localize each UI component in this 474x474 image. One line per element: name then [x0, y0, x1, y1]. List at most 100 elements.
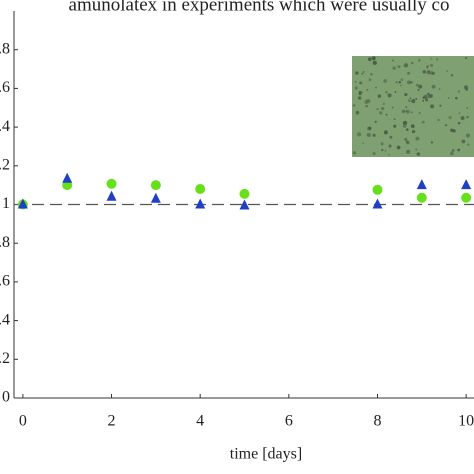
- speck: [418, 112, 421, 114]
- speck: [409, 97, 412, 100]
- speck: [426, 66, 429, 69]
- speck: [396, 145, 401, 150]
- triangle-marker: [416, 179, 427, 190]
- inset-micrograph: [352, 56, 474, 157]
- speck: [426, 70, 431, 75]
- speck: [417, 89, 420, 92]
- speck: [451, 149, 455, 152]
- speck: [401, 109, 406, 114]
- speck: [382, 103, 385, 105]
- speck: [356, 132, 362, 137]
- speck: [466, 107, 469, 109]
- speck: [354, 86, 358, 90]
- speck: [379, 111, 383, 115]
- speck: [355, 71, 359, 75]
- circle-marker: [372, 184, 383, 195]
- speck: [426, 94, 431, 99]
- speck: [397, 65, 401, 69]
- speck: [450, 128, 455, 133]
- y-tick-label: 0.6: [0, 273, 10, 290]
- x-tick-label: 0: [19, 413, 27, 430]
- speck: [393, 124, 397, 128]
- speck: [400, 78, 404, 81]
- speck: [402, 120, 408, 126]
- speck: [447, 97, 450, 99]
- circle-marker: [106, 178, 117, 189]
- speck: [457, 121, 461, 125]
- speck: [368, 78, 372, 82]
- speck: [457, 90, 460, 93]
- y-tick-label: 1.4: [0, 118, 10, 135]
- speck: [411, 99, 416, 104]
- speck: [408, 99, 411, 103]
- speck: [372, 60, 375, 63]
- speck: [415, 97, 418, 100]
- speck: [368, 126, 372, 130]
- speck: [374, 120, 377, 123]
- speck: [354, 80, 357, 83]
- triangle-marker: [150, 192, 161, 203]
- triangle-marker: [106, 190, 117, 201]
- x-tick-label: 8: [373, 413, 381, 430]
- circle-marker: [461, 192, 472, 203]
- speck: [415, 136, 420, 141]
- speck: [387, 154, 390, 156]
- speck: [437, 118, 440, 122]
- speck: [388, 144, 392, 148]
- triangle-marker: [461, 179, 472, 190]
- x-tick-label: 6: [285, 413, 293, 430]
- speck: [352, 103, 356, 107]
- speck: [376, 107, 379, 111]
- speck: [457, 148, 460, 152]
- speck: [418, 84, 423, 89]
- y-tick-label: 0: [2, 389, 10, 406]
- speck: [405, 106, 408, 109]
- speck: [370, 73, 373, 76]
- inset-image: [352, 56, 474, 157]
- speck: [393, 118, 396, 121]
- speck: [439, 104, 442, 107]
- x-tick-label: 2: [108, 413, 116, 430]
- speck: [395, 81, 398, 84]
- triangle-marker: [62, 172, 73, 183]
- speck: [450, 74, 454, 77]
- triangle-marker: [372, 198, 383, 209]
- speck: [404, 137, 408, 141]
- chart-title: amunolatex in experiments which were usu…: [69, 0, 450, 15]
- speck: [430, 104, 435, 109]
- speck: [359, 81, 363, 85]
- speck: [403, 63, 409, 68]
- speck: [392, 59, 394, 62]
- speck: [381, 107, 385, 111]
- speck: [460, 116, 465, 120]
- speck: [385, 90, 388, 94]
- circle-marker: [195, 184, 206, 195]
- speck: [430, 63, 434, 67]
- x-tick-label: 10: [458, 413, 474, 430]
- speck: [458, 112, 461, 115]
- y-tick-label: 0.2: [0, 350, 10, 367]
- speck: [415, 148, 418, 151]
- triangle-marker: [195, 198, 206, 209]
- y-tick-label: 1.8: [0, 40, 10, 57]
- speck: [372, 152, 376, 156]
- speck: [366, 132, 371, 137]
- speck: [416, 152, 421, 156]
- y-tick-label: 0.4: [0, 311, 10, 328]
- speck: [430, 57, 433, 60]
- triangle-marker: [239, 199, 250, 210]
- speck: [430, 141, 434, 144]
- speck: [394, 91, 397, 93]
- speck: [407, 71, 411, 75]
- speck: [365, 104, 369, 108]
- speck: [372, 133, 376, 137]
- speck: [463, 85, 469, 90]
- speck: [425, 94, 427, 97]
- speck: [410, 111, 413, 114]
- speck: [383, 130, 388, 135]
- speck: [416, 83, 419, 87]
- speck: [431, 84, 436, 89]
- speck: [377, 94, 382, 98]
- speck: [404, 93, 408, 97]
